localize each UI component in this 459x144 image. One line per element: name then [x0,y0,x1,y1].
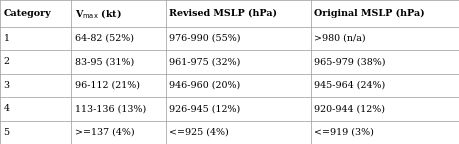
Text: >980 (n/a): >980 (n/a) [313,34,365,43]
Text: 3: 3 [4,81,10,90]
Text: 64-82 (52%): 64-82 (52%) [75,34,134,43]
Text: 1: 1 [4,34,10,43]
Text: Original MSLP (hPa): Original MSLP (hPa) [313,9,424,18]
Text: Revised MSLP (hPa): Revised MSLP (hPa) [169,9,277,18]
Text: Category: Category [4,9,51,18]
Text: 96-112 (21%): 96-112 (21%) [75,81,140,90]
Text: 926-945 (12%): 926-945 (12%) [169,104,240,113]
Text: 5: 5 [4,128,10,137]
Text: 83-95 (31%): 83-95 (31%) [75,57,134,66]
Text: <=919 (3%): <=919 (3%) [313,128,373,137]
Text: 2: 2 [4,57,10,66]
Text: 945-964 (24%): 945-964 (24%) [313,81,385,90]
Text: 976-990 (55%): 976-990 (55%) [169,34,240,43]
Text: 946-960 (20%): 946-960 (20%) [169,81,240,90]
Text: >=137 (4%): >=137 (4%) [75,128,134,137]
Text: 961-975 (32%): 961-975 (32%) [169,57,240,66]
Text: <=925 (4%): <=925 (4%) [169,128,229,137]
Text: 4: 4 [4,104,10,113]
Text: 113-136 (13%): 113-136 (13%) [75,104,146,113]
Text: V$_\mathrm{max}$ (kt): V$_\mathrm{max}$ (kt) [75,7,121,20]
Text: 965-979 (38%): 965-979 (38%) [313,57,385,66]
Text: 920-944 (12%): 920-944 (12%) [313,104,384,113]
